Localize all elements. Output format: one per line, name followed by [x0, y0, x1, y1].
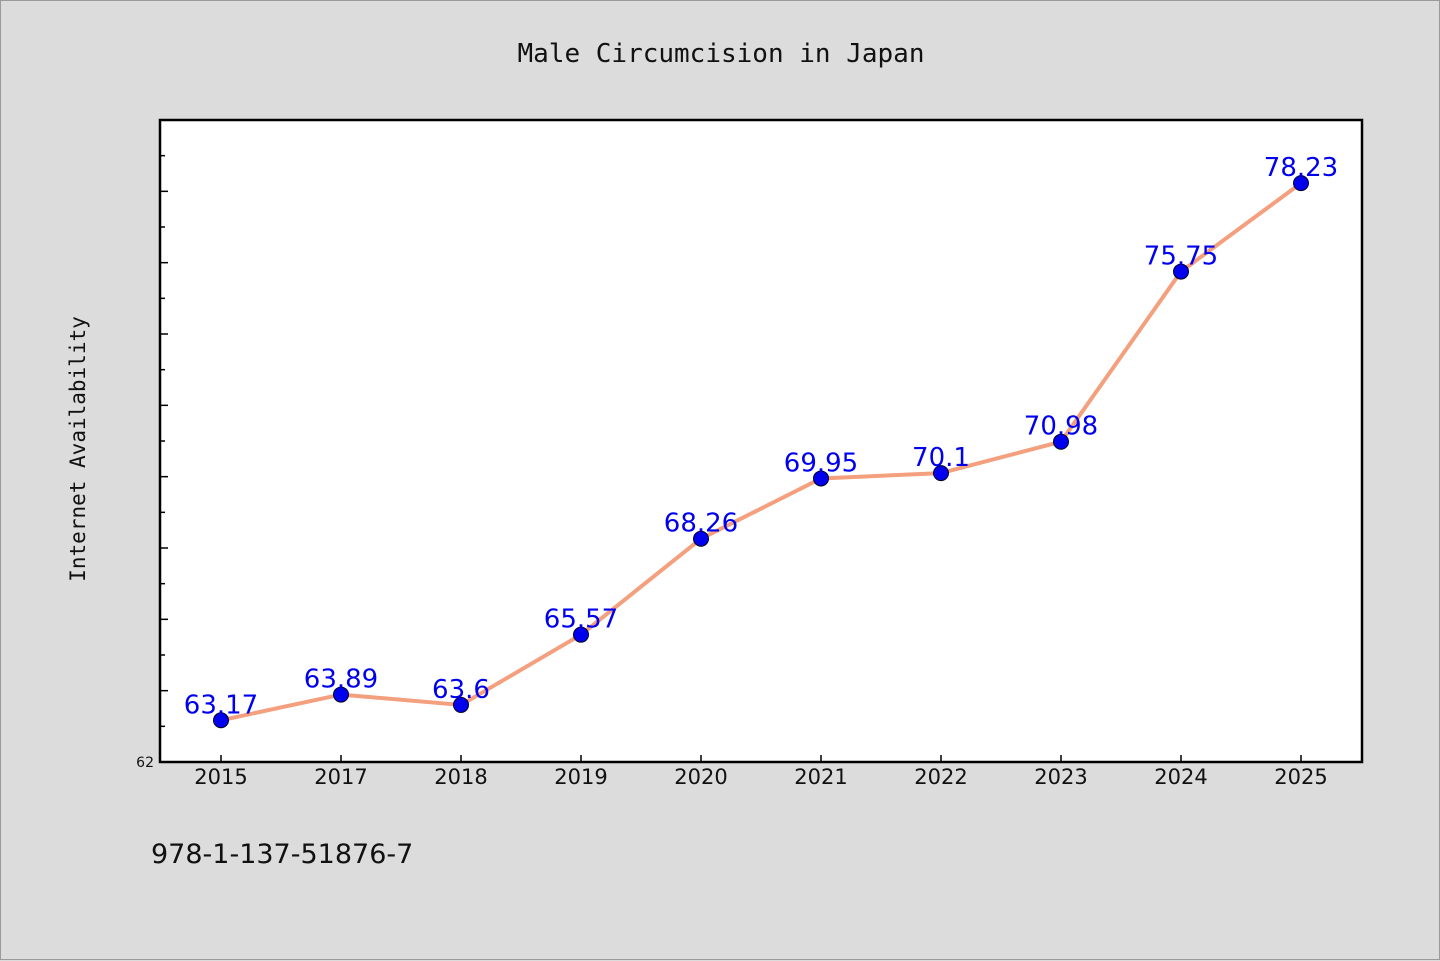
- x-tick-label: 2015: [194, 765, 247, 789]
- x-tick-label: 2021: [794, 765, 847, 789]
- plot-area: [158, 118, 1364, 764]
- data-point: [1293, 175, 1309, 192]
- data-point: [693, 530, 709, 547]
- chart-title: Male Circumcision in Japan: [518, 39, 925, 69]
- footer-isbn: 978-1-137-51876-7: [151, 839, 413, 870]
- x-tick-label: 2019: [554, 765, 607, 789]
- data-point: [453, 696, 469, 713]
- series-line: [219, 181, 1303, 723]
- x-tick-label: 2024: [1154, 765, 1207, 789]
- data-label: 70.1: [912, 443, 970, 473]
- data-point: [813, 470, 829, 487]
- x-tick-label: 2017: [314, 765, 367, 789]
- data-point-markers: [213, 175, 1309, 729]
- x-tick-label: 2022: [914, 765, 967, 789]
- data-point: [1053, 433, 1069, 450]
- data-point: [333, 686, 349, 703]
- data-label: 65.57: [544, 605, 618, 635]
- data-label: 68.26: [664, 509, 738, 539]
- x-tick-label: 2020: [674, 765, 727, 789]
- data-point: [933, 465, 949, 482]
- data-point: [1173, 263, 1189, 280]
- data-label: 63.6: [432, 675, 490, 705]
- x-tick-label: 2023: [1034, 765, 1087, 789]
- data-label: 75.75: [1144, 242, 1218, 272]
- data-label: 78.23: [1264, 153, 1338, 183]
- x-axis-ticks: [220, 755, 1302, 762]
- data-label: 63.89: [304, 665, 378, 695]
- series-line-group: [219, 181, 1303, 723]
- x-tick-label: 2025: [1274, 765, 1327, 789]
- data-label: 63.17: [184, 690, 258, 720]
- data-label: 69.95: [784, 448, 858, 478]
- y-axis-tick-labels: 62: [136, 755, 154, 771]
- data-point: [573, 626, 589, 643]
- y-tick-label: 62: [136, 755, 154, 771]
- data-labels: 63.17 63.89 63.6 65.57 68.26 69.95 70.1 70.98 75…: [184, 153, 1338, 720]
- data-label: 70.98: [1024, 412, 1098, 442]
- y-axis-label: Internet Availability: [66, 316, 90, 582]
- data-point: [213, 712, 229, 729]
- x-tick-label: 2018: [434, 765, 487, 789]
- y-axis-ticks: [160, 154, 168, 728]
- x-axis-tick-labels: 2015 2017 2018 2019 2020 2021 2022 2023 2024 2025: [194, 765, 1327, 789]
